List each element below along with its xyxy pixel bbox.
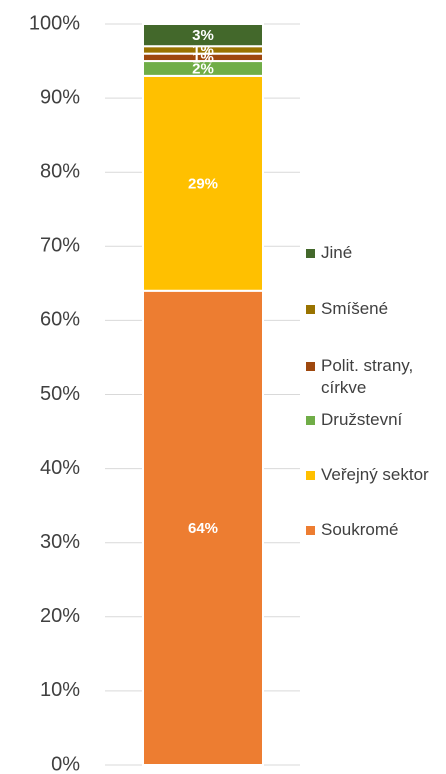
bar-segment bbox=[142, 74, 264, 292]
y-tick-label: 30% bbox=[40, 531, 80, 553]
legend-swatch bbox=[306, 249, 315, 258]
y-tick-label: 0% bbox=[51, 753, 80, 774]
y-tick-label: 50% bbox=[40, 383, 80, 405]
legend-swatch bbox=[306, 471, 315, 480]
legend-label: Veřejný sektor bbox=[321, 465, 429, 484]
legend-item: Polit. strany, církve bbox=[306, 355, 441, 399]
y-tick-label: 90% bbox=[40, 86, 80, 108]
y-tick-label: 100% bbox=[29, 12, 80, 34]
y-tick-label: 10% bbox=[40, 679, 80, 701]
legend-swatch bbox=[306, 362, 315, 371]
legend-label: Družstevní bbox=[321, 410, 403, 429]
y-tick-label: 80% bbox=[40, 160, 80, 182]
legend-item: Jiné bbox=[306, 242, 441, 264]
data-label: 2% bbox=[192, 60, 214, 77]
legend-label: Soukromé bbox=[321, 520, 399, 539]
bar-segment bbox=[142, 23, 264, 48]
legend-swatch bbox=[306, 305, 315, 314]
y-tick-label: 40% bbox=[40, 457, 80, 479]
legend-label: Jiné bbox=[321, 243, 353, 262]
data-label: 64% bbox=[188, 520, 218, 537]
data-label: 3% bbox=[192, 27, 214, 44]
y-tick-label: 70% bbox=[40, 235, 80, 257]
bar-segment bbox=[142, 289, 264, 766]
data-label: 29% bbox=[188, 175, 218, 192]
legend-swatch bbox=[306, 526, 315, 535]
y-tick-label: 20% bbox=[40, 605, 80, 627]
legend-item: Soukromé bbox=[306, 519, 441, 541]
legend-item: Smíšené bbox=[306, 298, 441, 320]
legend-swatch bbox=[306, 416, 315, 425]
legend-item: Družstevní bbox=[306, 409, 441, 431]
legend-item: Veřejný sektor bbox=[306, 464, 441, 486]
legend-label: Polit. strany, církve bbox=[321, 356, 414, 397]
legend-label: Smíšené bbox=[321, 299, 389, 318]
y-tick-label: 60% bbox=[40, 309, 80, 331]
